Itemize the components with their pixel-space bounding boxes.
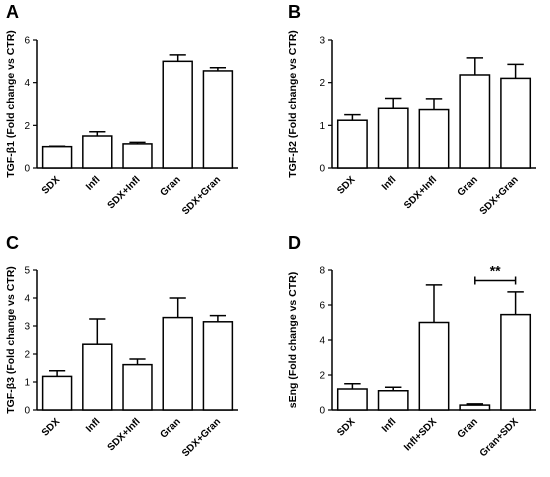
bar-sdx-plus-gran: [202, 321, 234, 411]
x-tick-label: SDX: [335, 174, 358, 197]
bar-sdx: [41, 145, 73, 169]
x-tick-label: Infl: [380, 174, 399, 193]
y-axis-label: TGF-β1 (Fold change vs CTR): [5, 30, 17, 178]
y-tick-label: 2: [24, 121, 30, 132]
bar-sdx-plus-infl: [122, 143, 153, 169]
x-tick-label: SDX+Infl: [106, 416, 143, 453]
y-tick-label: 6: [319, 301, 325, 312]
bar-gran: [162, 60, 193, 169]
panel-letter: A: [6, 2, 19, 22]
bar-infl: [82, 343, 113, 411]
x-tick-label: Gran: [456, 174, 480, 198]
panel-d: D 0 2 4 6 8 sEng (Fold change vs CTR) SDX Infl In…: [287, 233, 536, 459]
x-tick-label: SDX+Gran: [180, 174, 223, 217]
bar-gran: [162, 316, 193, 411]
bar-sdx-plus-gran: [202, 70, 234, 169]
x-tick-label: Gran: [159, 174, 183, 198]
bar-infl-plus-sdx: [418, 321, 450, 411]
y-tick-label: 1: [24, 378, 30, 389]
y-tick-label: 3: [319, 36, 325, 47]
x-tick-label: SDX: [335, 416, 358, 439]
bar-gran-plus-sdx: [500, 313, 532, 411]
panel-letter: B: [288, 2, 301, 22]
y-tick-label: 3: [24, 322, 30, 333]
panel-letter: D: [288, 233, 301, 253]
y-tick-label: 4: [24, 294, 30, 305]
y-tick-label: 0: [24, 406, 30, 417]
bar-sdx-plus-gran: [500, 77, 532, 169]
x-tick-label: Infl: [380, 416, 399, 435]
x-tick-label: Gran: [159, 416, 183, 440]
bar-sdx: [336, 119, 368, 169]
bar-infl: [82, 135, 113, 169]
y-axis-label: TGF-β2 (Fold change vs CTR): [287, 30, 299, 178]
x-tick-label: SDX+Infl: [106, 174, 143, 211]
x-tick-label: SDX+Gran: [180, 416, 223, 459]
x-tick-label: SDX+Infl: [402, 174, 439, 211]
y-tick-label: 2: [319, 78, 325, 89]
panel-c: C 0 1 2 3 4 5 TGF-β3 (Fold change vs CTR) SDX Inf…: [5, 233, 238, 459]
y-tick-label: 5: [24, 266, 30, 277]
x-tick-label: Infl: [84, 174, 103, 193]
y-axis-label: TGF-β3 (Fold change vs CTR): [5, 266, 17, 414]
x-tick-label: Infl+SDX: [402, 416, 439, 453]
x-tick-label: SDX: [40, 416, 63, 439]
bar-gran: [459, 74, 491, 169]
bar-infl: [377, 107, 409, 169]
y-tick-label: 4: [319, 336, 325, 347]
bar-sdx-plus-infl: [418, 108, 450, 169]
x-tick-label: Infl: [84, 416, 103, 435]
y-tick-label: 0: [24, 164, 30, 175]
bar-sdx: [41, 375, 73, 411]
x-tick-label: SDX+Gran: [478, 174, 521, 217]
bar-infl: [377, 390, 409, 411]
x-tick-label: SDX: [40, 174, 63, 197]
y-tick-label: 4: [24, 78, 30, 89]
panel-letter: C: [6, 233, 19, 253]
bar-sdx: [336, 388, 368, 411]
y-tick-label: 0: [319, 164, 325, 175]
x-tick-label: Gran: [456, 416, 480, 440]
bar-sdx-plus-infl: [122, 363, 153, 411]
y-tick-label: 0: [319, 406, 325, 417]
y-axis-label: sEng (Fold change vs CTR): [287, 272, 299, 409]
y-tick-label: 8: [319, 266, 325, 277]
y-tick-label: 1: [319, 121, 325, 132]
bar-gran: [459, 404, 491, 411]
significance-label: **: [490, 263, 501, 279]
y-tick-label: 2: [24, 350, 30, 361]
x-tick-label: Gran+SDX: [478, 416, 521, 459]
y-tick-label: 6: [24, 36, 30, 47]
y-tick-label: 2: [319, 371, 325, 382]
